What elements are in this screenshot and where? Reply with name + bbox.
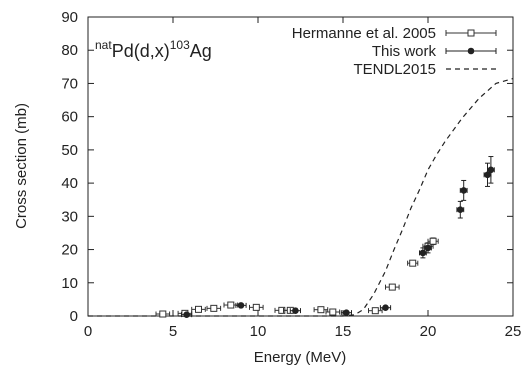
x-tick-label: 5 — [169, 323, 177, 340]
legend-label: TENDL2015 — [353, 61, 436, 78]
legend-label: Hermanne et al. 2005 — [292, 25, 436, 42]
y-axis-title: Cross section (mb) — [13, 103, 30, 229]
y-tick-label: 70 — [61, 75, 78, 92]
hermanne-marker — [195, 305, 202, 313]
this-work-point — [456, 200, 465, 219]
y-tick-label: 20 — [61, 242, 78, 259]
y-tick-label: 10 — [61, 275, 78, 292]
axes-layer: 0 5 10 15 20 25 0 10 20 30 40 50 60 70 80 90 — [61, 9, 521, 340]
y-tick-label: 90 — [61, 9, 78, 26]
this-work-marker — [484, 171, 491, 179]
plot-frame — [87, 16, 514, 317]
this-work-point — [487, 156, 495, 184]
tendl2015-curve — [88, 77, 514, 317]
x-tick-label: 25 — [505, 323, 522, 340]
this-work-marker — [424, 244, 432, 252]
hermanne-marker — [409, 259, 417, 267]
hermanne-marker — [329, 308, 337, 316]
this-work-point — [483, 162, 492, 187]
this-work-point — [419, 247, 427, 259]
y-tick-label: 30 — [61, 208, 78, 225]
this-work-marker — [487, 166, 495, 174]
hermanne-point — [191, 305, 206, 313]
hermanne-point — [313, 306, 329, 314]
hermanne-marker — [227, 301, 235, 309]
hermanne-marker — [429, 237, 437, 245]
hermanne-marker — [210, 304, 218, 312]
hermanne-point — [223, 301, 239, 309]
this-work-marker — [237, 302, 245, 309]
this-work-point — [289, 307, 301, 314]
hermanne-marker — [252, 303, 260, 311]
hermanne-marker — [159, 310, 167, 318]
this-work-marker — [343, 309, 350, 316]
hermanne-point — [206, 304, 222, 312]
reaction-annotation: natPd(d,x)103Ag — [95, 38, 212, 61]
this-work-marker — [382, 304, 389, 311]
y-tick-label: 50 — [61, 142, 78, 159]
data-layer — [88, 77, 514, 318]
this-work-point — [424, 242, 432, 254]
this-work-marker — [460, 187, 468, 194]
hermanne-point — [155, 310, 171, 318]
hermanne-point — [407, 259, 419, 267]
legend-label: This work — [372, 43, 437, 60]
legend-circle-marker — [467, 47, 475, 55]
reaction-sup-103: 103 — [170, 38, 190, 52]
x-axis-title: Energy (MeV) — [254, 349, 347, 366]
this-work-point — [459, 179, 468, 201]
hermanne-point — [249, 303, 264, 311]
hermanne-marker — [317, 306, 325, 314]
reaction-sup-nat: nat — [95, 38, 112, 52]
legend-square-marker — [467, 29, 475, 37]
this-work-point — [181, 311, 193, 318]
this-work-marker — [183, 311, 190, 318]
hermanne-marker — [371, 307, 379, 315]
y-tick-label: 60 — [61, 109, 78, 126]
x-tick-label: 0 — [84, 323, 92, 340]
hermanne-point — [325, 308, 341, 316]
this-work-point — [235, 302, 247, 309]
this-work-marker — [292, 307, 299, 314]
y-tick-label: 0 — [70, 308, 78, 325]
hermanne-marker — [388, 283, 396, 291]
x-tick-label: 10 — [250, 323, 267, 340]
hermanne-point — [427, 237, 439, 246]
y-tick-label: 40 — [61, 175, 78, 192]
this-work-point — [379, 304, 392, 311]
this-work-marker — [457, 206, 464, 213]
reaction-ag: Ag — [190, 41, 212, 61]
y-tick-label: 80 — [61, 42, 78, 59]
x-tick-label: 20 — [420, 323, 437, 340]
reaction-pd-dx: Pd(d,x) — [112, 41, 170, 61]
this-work-marker — [419, 249, 427, 257]
hermanne-point — [385, 283, 400, 291]
x-tick-label: 15 — [335, 323, 352, 340]
hermanne-point — [368, 307, 383, 315]
this-work-point — [340, 309, 352, 316]
